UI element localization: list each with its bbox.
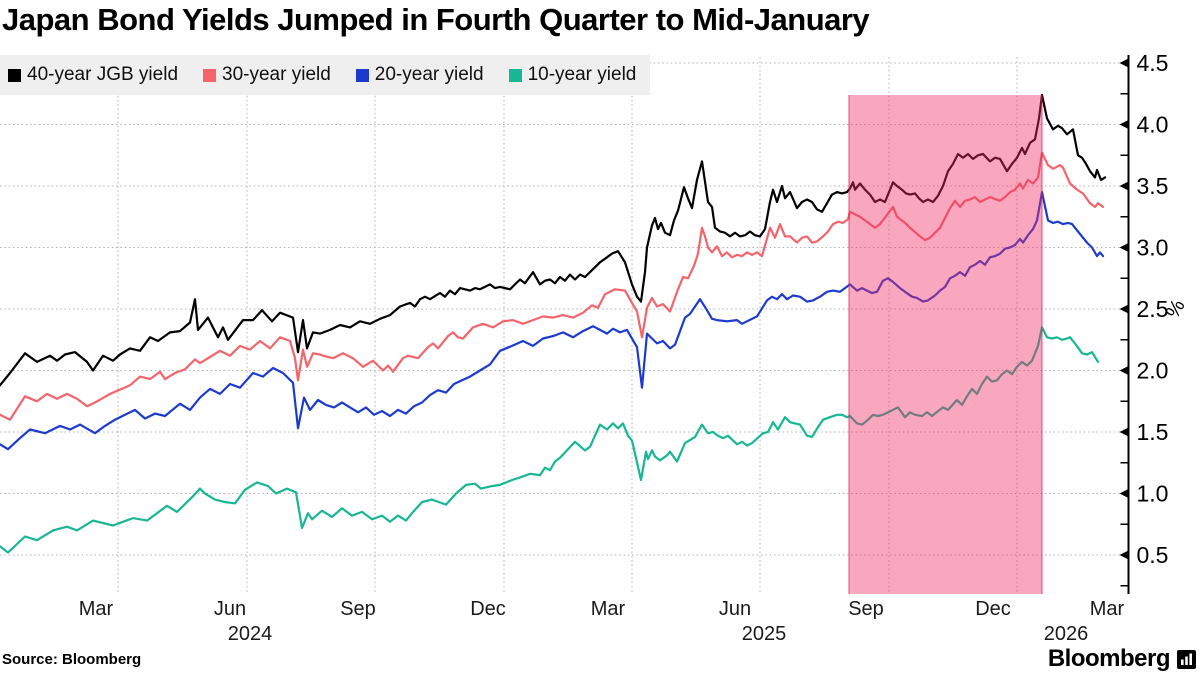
x-axis-tick-label: Dec — [975, 598, 1011, 620]
x-axis-year-label: 2024 — [228, 623, 273, 645]
legend-swatch-20-year — [355, 68, 369, 82]
legend-label-10-year: 10-year yield — [527, 64, 637, 85]
y-axis-tick-label: 2.5 — [1137, 296, 1169, 322]
y-axis-major-tick — [1119, 489, 1129, 498]
legend-label-30-year: 30-year yield — [222, 64, 331, 85]
x-axis-tick-label: Sep — [340, 598, 376, 620]
legend-item-10-year: 10-year yield — [508, 64, 637, 86]
series-line-30-year-yield — [0, 151, 1105, 421]
series-line-20-year-yield — [0, 191, 1105, 451]
x-axis-tick-label: Jun — [719, 598, 751, 620]
y-axis-tick-label: 0.5 — [1137, 542, 1169, 568]
y-axis-tick-label: 2.0 — [1137, 358, 1169, 384]
legend-swatch-10-year — [508, 68, 522, 82]
legend-swatch-30-year — [203, 68, 217, 82]
y-axis-major-tick — [1119, 427, 1129, 437]
x-axis-tick-label: Mar — [591, 598, 626, 620]
series-line-10-year-yield — [0, 326, 1100, 554]
y-axis-tick-label: 4.0 — [1137, 112, 1169, 138]
x-axis-year-label: 2025 — [742, 623, 787, 645]
legend-swatch-40-year — [8, 68, 21, 82]
x-axis-year-label: 2026 — [1044, 623, 1089, 645]
page-title: Japan Bond Yields Jumped in Fourth Quart… — [2, 2, 870, 37]
x-axis-tick-label: Sep — [848, 598, 884, 620]
x-axis-tick-label: Jun — [214, 598, 246, 620]
y-axis-tick-label: 1.0 — [1137, 481, 1169, 507]
y-axis-major-tick — [1119, 243, 1129, 252]
x-axis-tick-label: Mar — [1090, 598, 1125, 620]
y-axis-major-tick — [1119, 181, 1129, 191]
y-axis-major-tick — [1119, 550, 1129, 560]
x-axis-tick-label: Mar — [79, 598, 114, 620]
bloomberg-wordmark: Bloomberg — [1047, 645, 1171, 672]
legend-label-40-year: 40-year JGB yield — [27, 64, 179, 85]
series-line-40-year-jgb-yield — [0, 93, 1107, 387]
y-axis-major-tick — [1119, 304, 1129, 314]
x-axis-tick-label: Dec — [470, 598, 506, 620]
y-axis-tick-label: 3.0 — [1137, 235, 1169, 261]
bloomberg-terminal-icon — [1177, 649, 1196, 669]
y-axis-major-tick — [1119, 58, 1129, 68]
y-axis-major-tick — [1119, 366, 1129, 375]
legend-item-40-year: 40-year JGB yield — [8, 64, 178, 86]
y-axis-major-tick — [1119, 120, 1129, 129]
chart-legend: 40-year JGB yield 30-year yield 20-year … — [0, 55, 651, 95]
legend-item-30-year: 30-year yield — [203, 64, 331, 86]
bloomberg-brand: Bloomberg — [1048, 645, 1196, 673]
y-axis-tick-label: 1.5 — [1137, 419, 1169, 445]
y-axis-tick-label: 4.5 — [1137, 50, 1169, 76]
legend-label-20-year: 20-year yield — [374, 64, 484, 85]
highlight-band-q4 — [849, 94, 1042, 594]
y-axis-tick-label: 3.5 — [1137, 173, 1169, 199]
source-attribution: Source: Bloomberg — [2, 651, 142, 668]
legend-item-20-year: 20-year yield — [355, 64, 484, 86]
